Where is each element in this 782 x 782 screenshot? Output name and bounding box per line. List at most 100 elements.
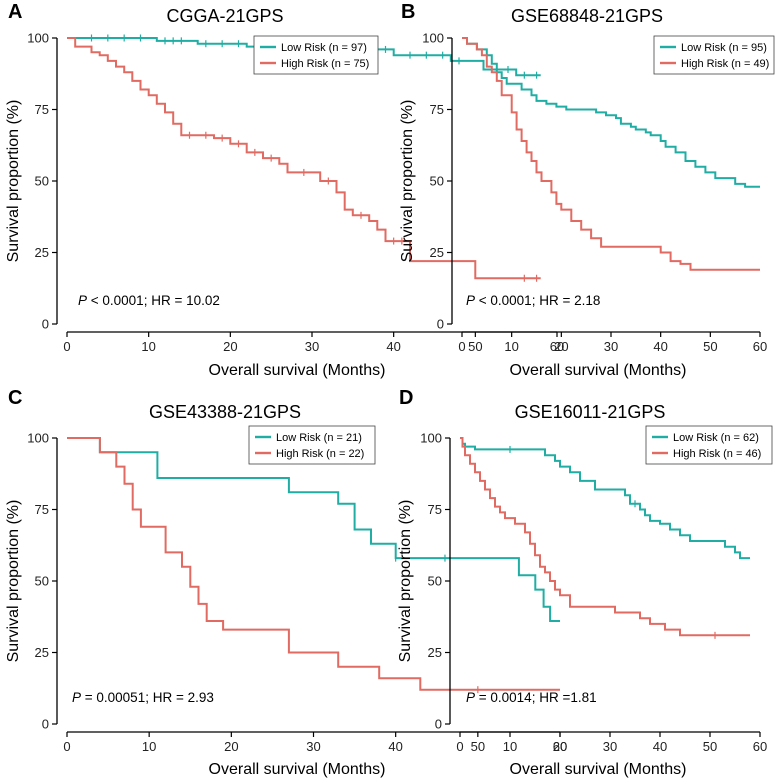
x-tick-label: 0 <box>456 739 463 754</box>
y-tick-label: 0 <box>437 317 444 332</box>
x-tick-label: 50 <box>471 739 485 754</box>
x-tick-label: 0 <box>63 739 70 754</box>
chart-title: GSE16011-21GPS <box>515 402 666 422</box>
stat-values: < 0.0001; HR = 10.02 <box>87 293 220 308</box>
x-tick-label: 30 <box>306 739 320 754</box>
y-tick-label: 100 <box>420 431 442 446</box>
legend-label-low: Low Risk (n = 21) <box>276 432 362 444</box>
y-tick-label: 50 <box>35 174 49 189</box>
x-tick-label: 60 <box>550 339 564 354</box>
y-axis-title: Survival proportion (%) <box>399 100 416 263</box>
x-axis-title: Overall survival (Months) <box>209 761 386 778</box>
x-tick-label: 20 <box>554 339 568 354</box>
x-tick-label: 40 <box>653 739 667 754</box>
y-tick-label: 75 <box>35 502 49 517</box>
p-symbol: P <box>78 293 87 308</box>
km-curve-low-risk <box>460 437 750 560</box>
x-tick-label: 30 <box>604 339 618 354</box>
legend-label-high: High Risk (n = 46) <box>673 448 761 460</box>
x-axis-title: Overall survival (Months) <box>209 362 386 379</box>
x-tick-label: 0 <box>458 339 465 354</box>
y-tick-label: 25 <box>430 245 444 260</box>
legend-label-low: Low Risk (n = 97) <box>281 42 367 54</box>
y-tick-label: 100 <box>27 31 49 46</box>
legend: Low Risk (n = 95) High Risk (n = 49) <box>653 35 775 75</box>
y-tick-label: 0 <box>435 717 442 732</box>
km-panel-d: D GSE16011-21GPS 0 25 50 75 100 0 10 20 30 40 50 60 Ov… <box>397 387 773 778</box>
chart-title: GSE68848-21GPS <box>511 6 663 26</box>
legend-label-high: High Risk (n = 75) <box>281 58 369 70</box>
stat-values: < 0.0001; HR = 2.18 <box>475 293 600 308</box>
chart-title: GSE43388-21GPS <box>149 402 301 422</box>
x-tick-label: 50 <box>468 339 482 354</box>
y-tick-label: 0 <box>42 317 49 332</box>
y-axis-title: Survival proportion (%) <box>397 500 414 663</box>
x-tick-label: 20 <box>553 739 567 754</box>
y-tick-label: 50 <box>35 574 49 589</box>
x-tick-label: 10 <box>141 339 155 354</box>
x-tick-label: 40 <box>386 339 400 354</box>
x-tick-label: 10 <box>142 739 156 754</box>
panel-letter: B <box>401 1 415 23</box>
y-axis-title: Survival proportion (%) <box>5 500 22 663</box>
legend-label-low: Low Risk (n = 95) <box>681 42 767 54</box>
x-tick-label: 10 <box>504 339 518 354</box>
legend-box <box>253 35 379 75</box>
legend-box <box>653 35 775 75</box>
stat-annotation: P < 0.0001; HR = 2.18 <box>466 293 600 308</box>
p-symbol: P <box>466 293 475 308</box>
y-tick-label: 25 <box>428 645 442 660</box>
stat-annotation: P = 0.00051; HR = 2.93 <box>72 690 214 705</box>
y-tick-label: 25 <box>35 645 49 660</box>
x-tick-label: 10 <box>503 739 517 754</box>
legend-box <box>645 425 773 465</box>
x-tick-label: 60 <box>553 739 567 754</box>
km-curve-high-risk <box>462 37 760 271</box>
km-curve-high-risk <box>460 437 750 637</box>
x-tick-label: 30 <box>603 739 617 754</box>
legend-box <box>248 425 376 465</box>
p-symbol: P <box>72 690 81 705</box>
x-tick-label: 20 <box>223 339 237 354</box>
panel-letter: A <box>8 1 22 23</box>
x-axis-title: Overall survival (Months) <box>510 761 687 778</box>
y-tick-label: 50 <box>430 174 444 189</box>
legend: Low Risk (n = 21) High Risk (n = 22) <box>248 425 376 465</box>
y-tick-label: 100 <box>422 31 444 46</box>
p-symbol: P <box>466 690 475 705</box>
chart-title: CGGA-21GPS <box>166 6 283 26</box>
stat-annotation: P = 0.0014; HR =1.81 <box>466 690 597 705</box>
km-curve-high-risk <box>67 437 560 691</box>
x-axis-title: Overall survival (Months) <box>510 362 687 379</box>
y-tick-label: 100 <box>27 431 49 446</box>
legend: Low Risk (n = 62) High Risk (n = 46) <box>645 425 773 465</box>
x-tick-label: 50 <box>703 339 717 354</box>
y-tick-label: 0 <box>42 717 49 732</box>
x-tick-label: 40 <box>388 739 402 754</box>
panel-letter: D <box>399 387 413 409</box>
y-tick-label: 75 <box>428 502 442 517</box>
x-tick-label: 20 <box>224 739 238 754</box>
x-tick-label: 60 <box>753 739 767 754</box>
x-tick-label: 30 <box>305 339 319 354</box>
legend: Low Risk (n = 97) High Risk (n = 75) <box>253 35 379 75</box>
legend-label-high: High Risk (n = 49) <box>681 58 769 70</box>
stat-values: = 0.00051; HR = 2.93 <box>81 690 214 705</box>
y-tick-label: 75 <box>430 102 444 117</box>
y-axis-title: Survival proportion (%) <box>5 100 22 263</box>
y-tick-label: 50 <box>428 574 442 589</box>
km-panel-b: B GSE68848-21GPS 0 25 50 75 100 0 10 20 30 40 50 60 Ov… <box>399 1 775 379</box>
y-tick-label: 25 <box>35 245 49 260</box>
stat-annotation: P < 0.0001; HR = 10.02 <box>78 293 220 308</box>
x-tick-label: 50 <box>703 739 717 754</box>
panel-letter: C <box>8 387 22 409</box>
km-curve-low-risk <box>67 437 560 622</box>
x-tick-label: 40 <box>653 339 667 354</box>
legend-label-low: Low Risk (n = 62) <box>673 432 759 444</box>
x-tick-label: 60 <box>753 339 767 354</box>
y-tick-label: 75 <box>35 102 49 117</box>
stat-values: = 0.0014; HR =1.81 <box>475 690 597 705</box>
